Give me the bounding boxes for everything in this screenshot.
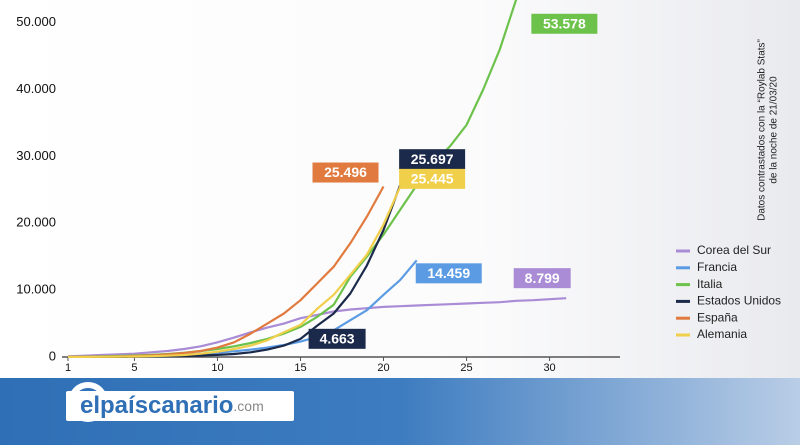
y-tick-label: 20.000 [16,215,56,230]
data-label-box [399,149,466,170]
data-label: 8.799 [513,268,571,289]
y-tick-label: 10.000 [16,282,56,297]
logo-site: elpaíscanario [80,392,233,419]
data-label-box [513,268,571,289]
data-label-box [415,263,482,284]
data-label-box [308,328,366,349]
logo: elpaíscanario.com [66,382,294,422]
y-tick-label: 30.000 [16,148,56,163]
x-tick-label: 5 [131,362,137,374]
data-label: 25.496 [312,162,379,183]
data-label-text: 8.799 [525,270,560,286]
annotation-text: Datos contrastados con la “Roylab Stats” [757,39,768,221]
y-tick-label: 0 [49,348,56,363]
legend-label: Alemania [697,327,747,341]
x-tick-label: 15 [294,362,306,374]
data-label: 4.663 [308,328,366,349]
legend-label: España [697,310,738,324]
data-label-text: 25.697 [411,151,454,167]
logo-box [66,391,294,421]
data-label-text: 14.459 [427,265,470,281]
legend-label: Italia [697,277,723,291]
annotation-text: de la noche de 21/03/20 [769,76,780,184]
data-label-box [399,168,466,189]
y-tick-label: 40.000 [16,81,56,96]
data-label-text: 4.663 [320,331,355,347]
legend-label: Francia [697,260,737,274]
legend-label: Corea del Sur [697,243,771,257]
data-label-text: 25.496 [324,164,367,180]
data-label-box [312,162,379,183]
legend-label: Estados Unidos [697,294,781,308]
series-line [68,186,402,358]
data-label-text: 53.578 [543,15,586,31]
annotation: Datos contrastados con la “Roylab Stats”… [757,39,780,221]
data-label-box [531,13,598,34]
series-line [67,297,567,358]
x-tick-label: 20 [377,362,389,374]
data-label-text: 25.445 [411,171,454,187]
data-label: 53.578 [531,13,598,34]
x-tick-label: 25 [460,362,472,374]
y-tick-label: 50.000 [16,14,56,29]
x-tick-label: 1 [65,362,71,374]
x-tick-label: 10 [211,362,223,374]
logo-text: elpaíscanario.com [80,392,264,419]
data-label: 25.445 [399,168,466,189]
data-label: 25.697 [399,149,466,170]
logo-domain: .com [233,398,263,414]
x-tick-label: 30 [543,362,555,374]
data-label: 14.459 [415,263,482,284]
